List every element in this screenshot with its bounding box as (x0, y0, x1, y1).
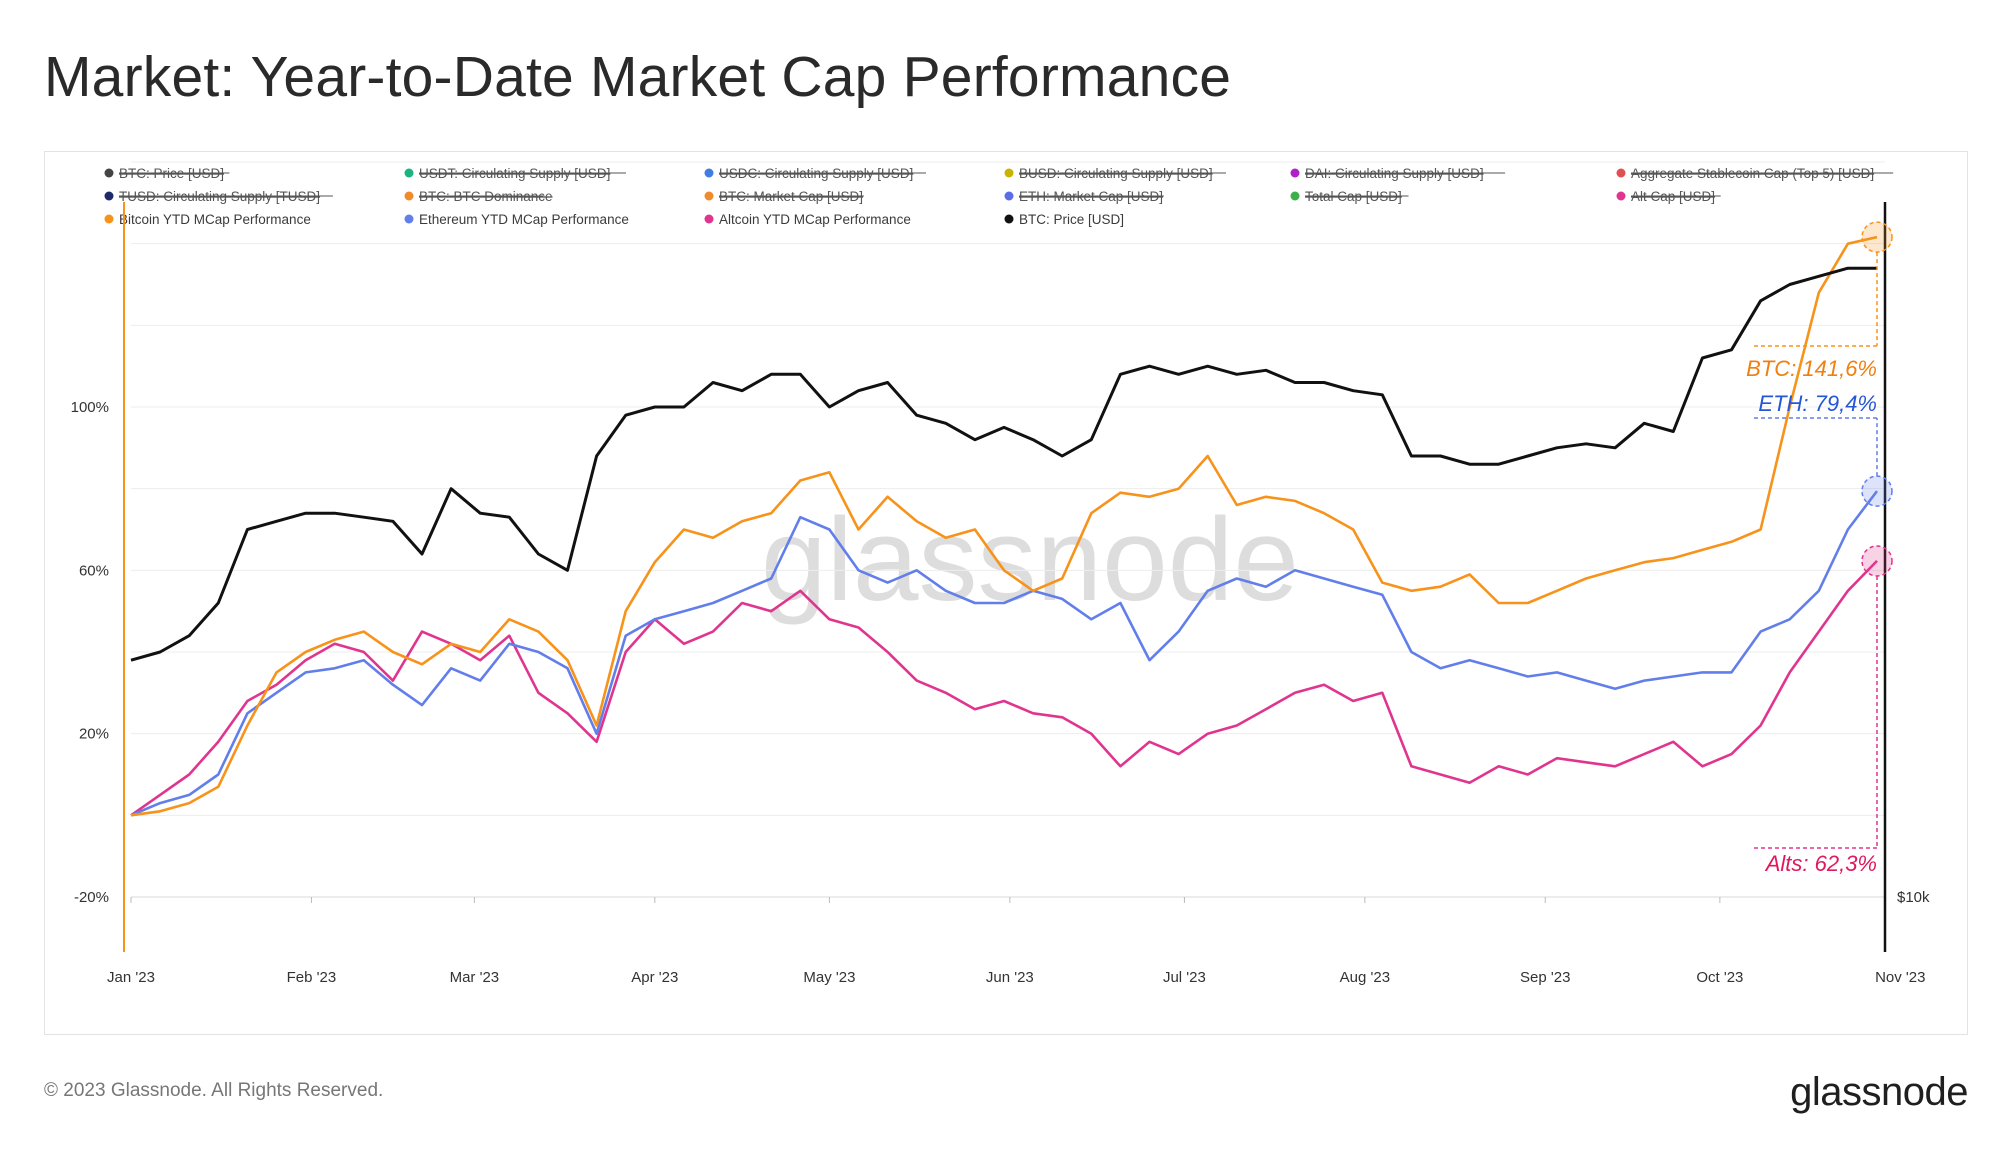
x-tick-label: Nov '23 (1875, 969, 1925, 986)
brand-logo[interactable]: glassnode (1790, 1070, 1968, 1114)
chart-canvas[interactable]: glassnode BTC: Price [USD] USDT: Circulat… (45, 152, 1967, 1034)
x-tick-label: Sep '23 (1520, 969, 1570, 986)
legend-marker-bitcoin-ytd-mcap-performance (104, 214, 114, 224)
end-marker-altcoin-ytd-mcap-performance (1861, 545, 1893, 577)
series-line-ethereum-ytd-mcap-performance (130, 490, 1879, 817)
legend-marker-busd-circulating-supply-usd (1004, 168, 1014, 178)
x-tick-label: May '23 (803, 969, 855, 986)
x-axis: Jan '23 Feb '23 Mar '23 Apr '23 May '23 Jun '… (107, 897, 1925, 986)
chart-annotations: BTC: 141,6% ETH: 79,4% Alts: 62,3% (1746, 221, 1893, 876)
chart-series (130, 235, 1879, 817)
y-tick-label: 100% (71, 399, 109, 416)
chart-grid (123, 161, 1887, 952)
legend-marker-altcoin-ytd-mcap-performance (704, 214, 714, 224)
legend-marker-tusd-circulating-supply-tusd (104, 191, 114, 201)
x-tick-label: Apr '23 (631, 969, 678, 986)
legend-marker-btc-btc-dominance (404, 191, 414, 201)
legend-marker-usdt-circulating-supply-usd (404, 168, 414, 178)
x-tick-label: Jan '23 (107, 969, 155, 986)
end-label-bitcoin-ytd-mcap-performance: BTC: 141,6% (1746, 356, 1877, 381)
legend-item-bitcoin-ytd-mcap-performance[interactable]: Bitcoin YTD MCap Performance (119, 212, 311, 227)
end-marker-bitcoin-ytd-mcap-performance (1861, 221, 1893, 253)
y-tick-label: -20% (74, 889, 109, 906)
legend-marker-aggregate-stablecoin-cap-top-5-usd (1616, 168, 1626, 178)
x-tick-label: Jun '23 (986, 969, 1034, 986)
legend-item-ethereum-ytd-mcap-performance[interactable]: Ethereum YTD MCap Performance (419, 212, 629, 227)
y-tick-label: 60% (79, 562, 109, 579)
legend-marker-ethereum-ytd-mcap-performance (404, 214, 414, 224)
legend-item-btc-price-usd[interactable]: BTC: Price [USD] (1019, 212, 1124, 227)
legend-marker-total-cap-usd (1290, 191, 1300, 201)
end-marker-ethereum-ytd-mcap-performance (1861, 475, 1893, 507)
x-tick-label: Aug '23 (1340, 969, 1390, 986)
chart-legend: BTC: Price [USD] USDT: Circulating Supply… (104, 166, 1894, 227)
end-label-altcoin-ytd-mcap-performance: Alts: 62,3% (1764, 851, 1877, 876)
page-title: Market: Year-to-Date Market Cap Performa… (44, 45, 1232, 109)
legend-marker-usdc-circulating-supply-usd (704, 168, 714, 178)
x-tick-label: Jul '23 (1163, 969, 1206, 986)
copyright-text: © 2023 Glassnode. All Rights Reserved. (44, 1080, 384, 1101)
series-line-btc-price-usd (130, 266, 1877, 662)
y2-tick-label: $10k (1897, 889, 1930, 906)
legend-item-altcoin-ytd-mcap-performance[interactable]: Altcoin YTD MCap Performance (719, 212, 911, 227)
y-tick-label: 20% (79, 726, 109, 743)
legend-marker-btc-price-usd (104, 168, 114, 178)
legend-marker-dai-circulating-supply-usd (1290, 168, 1300, 178)
x-tick-label: Mar '23 (450, 969, 500, 986)
y-axis: -20% 20% 60% 100% $10k (71, 399, 1930, 906)
legend-marker-btc-price-usd (1004, 214, 1014, 224)
legend-marker-alt-cap-usd (1616, 191, 1626, 201)
series-line-bitcoin-ytd-mcap-performance (130, 235, 1878, 817)
x-tick-label: Feb '23 (287, 969, 337, 986)
end-label-ethereum-ytd-mcap-performance: ETH: 79,4% (1758, 391, 1877, 416)
x-tick-label: Oct '23 (1696, 969, 1743, 986)
chart-panel: glassnode BTC: Price [USD] USDT: Circulat… (44, 151, 1968, 1035)
series-line-altcoin-ytd-mcap-performance (130, 559, 1878, 817)
watermark-text: glassnode (761, 494, 1299, 626)
legend-marker-eth-market-cap-usd (1004, 191, 1014, 201)
legend-marker-btc-market-cap-usd (704, 191, 714, 201)
